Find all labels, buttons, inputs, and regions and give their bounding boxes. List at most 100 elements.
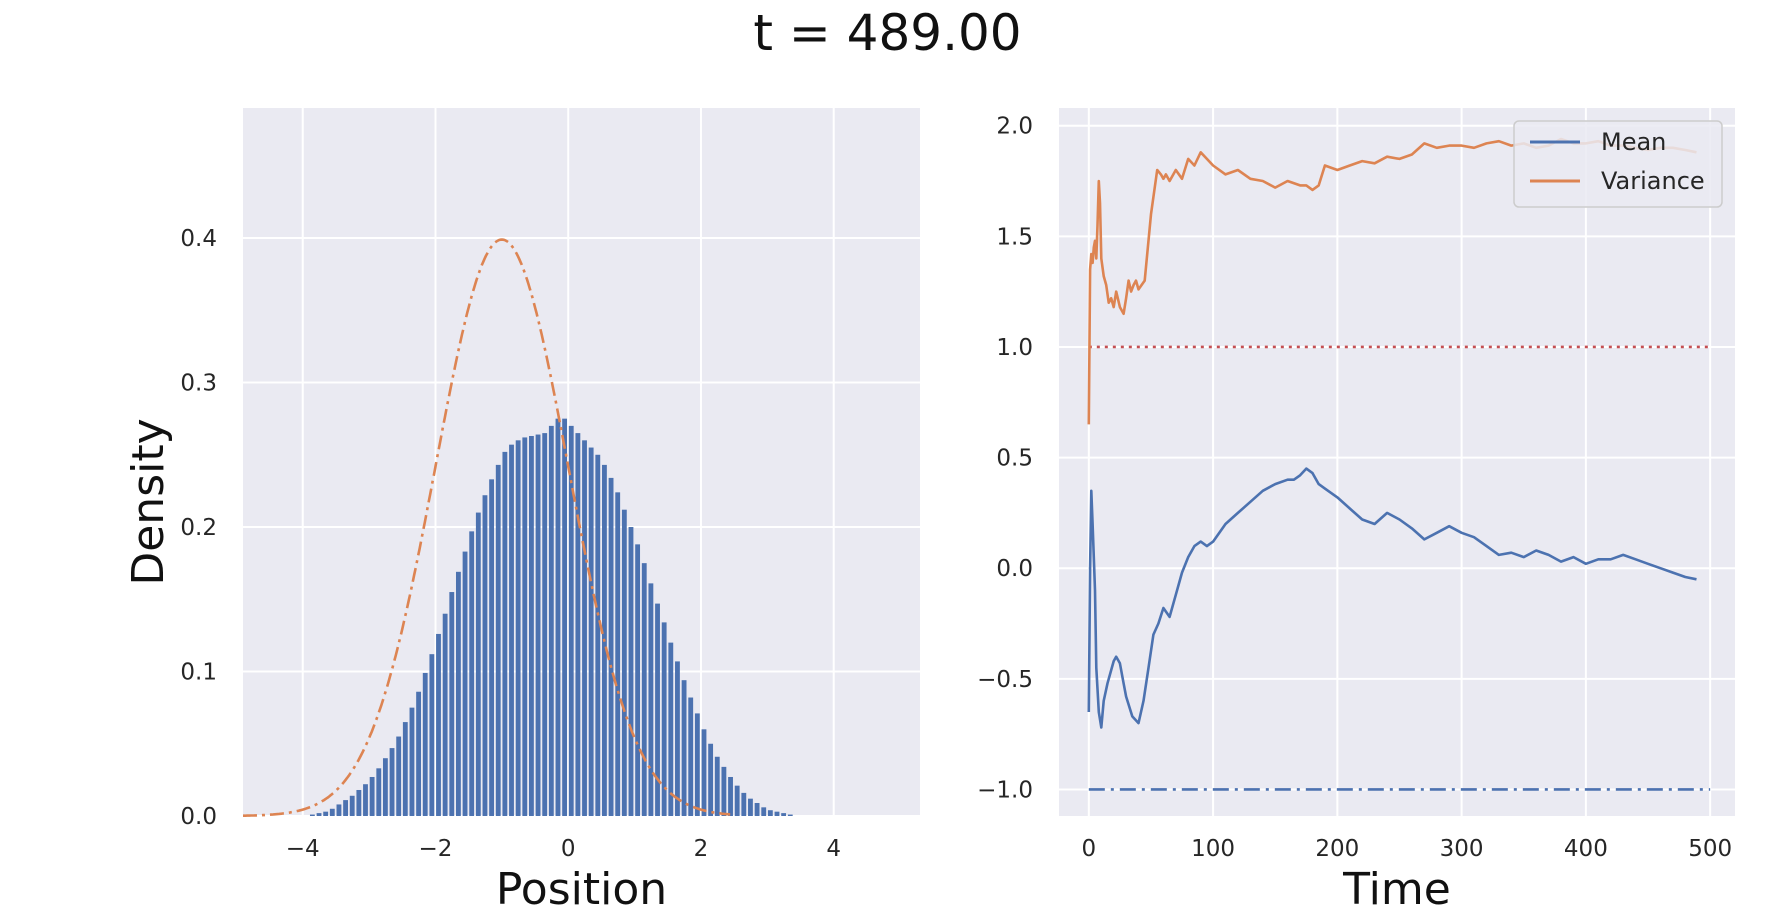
histogram-bar (429, 654, 435, 816)
x-tick-label: −4 (286, 836, 320, 862)
x-axis-label: Position (496, 864, 667, 909)
histogram-bar (608, 477, 614, 816)
histogram-bar (376, 768, 382, 816)
histogram-bar (708, 743, 714, 816)
histogram-bar (668, 642, 674, 816)
histogram-bar (382, 758, 388, 816)
y-tick-label: 2.0 (996, 114, 1033, 140)
histogram-bar (628, 527, 634, 816)
histogram-bar (588, 447, 594, 816)
histogram-bar (475, 512, 481, 816)
histogram-bar (688, 697, 694, 816)
histogram-bar (343, 800, 348, 816)
histogram-bar (748, 798, 753, 816)
histogram-bar (648, 583, 654, 816)
histogram-bar (482, 495, 488, 816)
y-tick-label: −0.5 (977, 667, 1033, 693)
histogram-bar (595, 454, 601, 816)
histogram-bar (329, 808, 335, 816)
y-tick-label: −1.0 (977, 777, 1033, 803)
y-tick-label: 0.5 (996, 446, 1033, 472)
x-tick-label: 100 (1191, 836, 1235, 862)
histogram-bar (635, 544, 641, 816)
histogram-bar (495, 464, 501, 816)
x-tick-label: −2 (419, 836, 453, 862)
y-tick-label: 0.3 (180, 371, 217, 397)
x-axis-label: Time (1342, 864, 1451, 909)
legend-entry-label: Variance (1601, 167, 1705, 195)
histogram-bar (774, 811, 780, 816)
histogram-bar (336, 804, 342, 816)
x-tick-label: 0 (1082, 836, 1097, 862)
histogram-bar (455, 571, 461, 816)
histogram-bar (681, 680, 687, 816)
histogram-bar (661, 622, 667, 816)
histogram-bar (535, 434, 541, 816)
histogram-bar (416, 691, 422, 816)
histogram-bar (787, 814, 793, 816)
histogram-bar (422, 672, 428, 816)
plot-background (243, 108, 920, 816)
x-tick-label: 4 (826, 836, 841, 862)
histogram-bar (721, 766, 727, 816)
histogram-bar (728, 776, 733, 816)
histogram-bar (754, 802, 760, 816)
histogram-bar (389, 748, 395, 816)
histogram-bar (542, 433, 548, 816)
histogram-bar (509, 444, 514, 816)
reference-normal-curve (243, 238, 731, 817)
y-tick-label: 0.0 (996, 556, 1033, 582)
series-line-mean (1087, 467, 1697, 729)
histogram-bar (701, 729, 707, 816)
histogram-bar (568, 425, 574, 816)
histogram-bar (621, 509, 627, 816)
histogram-bar (316, 813, 322, 816)
legend-entry-label: Mean (1601, 128, 1666, 156)
x-tick-label: 300 (1440, 836, 1484, 862)
x-tick-label: 2 (694, 836, 709, 862)
y-tick-label: 0.1 (180, 660, 217, 686)
histogram-bar (548, 425, 554, 816)
figure-title: t = 489.00 (753, 4, 1022, 62)
histogram-bar (562, 418, 568, 816)
x-tick-label: 400 (1564, 836, 1608, 862)
histogram-bar (582, 440, 587, 816)
histogram-bar (323, 811, 329, 816)
legend: Mean Variance (1513, 120, 1723, 208)
histogram-bar (309, 814, 315, 816)
histogram-bar (675, 661, 680, 816)
x-tick-label: 0 (561, 836, 576, 862)
y-tick-label: 0.2 (180, 515, 217, 541)
histogram-bar (615, 492, 621, 816)
y-axis-label: Density (123, 418, 174, 585)
histogram-bar (741, 792, 747, 816)
histogram-bar (402, 722, 408, 816)
histogram-bar (449, 592, 455, 816)
histogram-bar (555, 418, 561, 816)
histogram-bar (349, 795, 355, 816)
histogram-bar (409, 707, 415, 816)
histogram-bar (356, 789, 362, 816)
histogram-bar (714, 756, 720, 816)
histogram-bar (502, 451, 508, 816)
histogram-bar (641, 563, 647, 816)
y-tick-label: 0.0 (180, 804, 217, 830)
timeseries-plot: 0 100 200 300 400 500 −1.0 −0.5 0.0 0.5 1.0 1.5 2.0 M… (977, 108, 1735, 909)
histogram-bar (515, 440, 521, 816)
y-tick-label: 0.4 (180, 226, 217, 252)
histogram-bar (462, 551, 468, 816)
x-tick-label: 200 (1315, 836, 1359, 862)
histogram-bar (436, 633, 441, 816)
histogram-bar (655, 603, 660, 816)
x-tick-label: 500 (1688, 836, 1732, 862)
histogram-bar (767, 810, 773, 816)
histogram-bar (363, 784, 368, 816)
histogram-bar (575, 433, 581, 816)
histogram-bar (442, 613, 448, 816)
histogram-bar (469, 531, 475, 816)
histogram-bar (694, 713, 700, 816)
histogram-bar (489, 479, 495, 816)
histogram-bar (781, 813, 787, 816)
plot-background (1059, 108, 1735, 816)
